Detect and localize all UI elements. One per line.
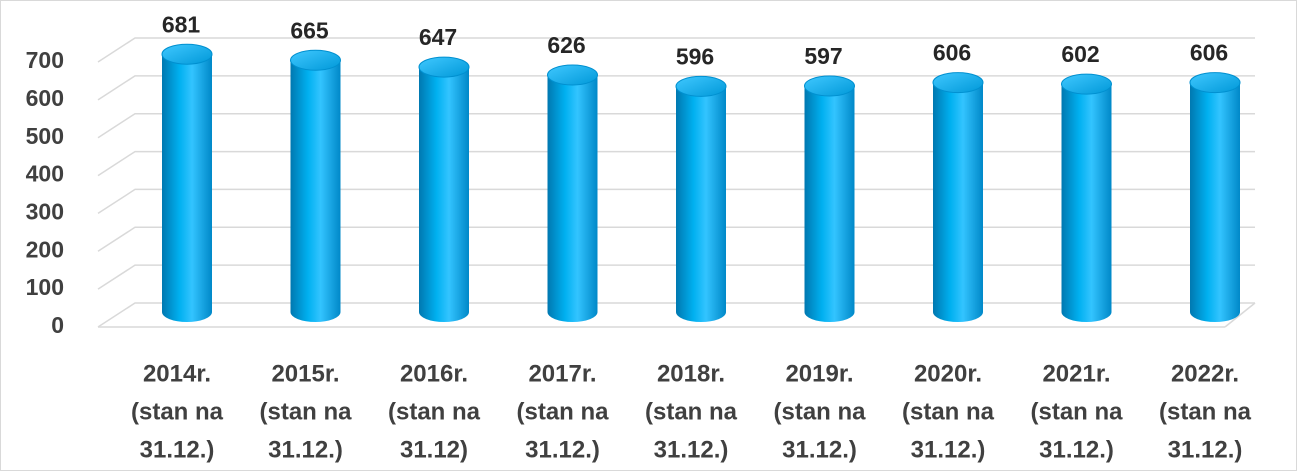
value-label: 602 [1061, 41, 1099, 67]
bar [419, 67, 469, 322]
y-tick-label: 0 [51, 312, 64, 338]
x-tick-label: (stan na [902, 398, 995, 425]
grid-line [97, 75, 1255, 101]
x-tick-label: 31.12.) [911, 436, 986, 463]
x-tick-label: 2016r. [400, 360, 468, 387]
bar-top [161, 43, 213, 65]
bar [547, 75, 598, 322]
grid-line [97, 112, 1255, 139]
bar-top [1061, 73, 1112, 95]
value-label: 665 [290, 17, 329, 43]
y-tick-label: 400 [26, 161, 64, 187]
y-tick-label: 600 [26, 85, 64, 111]
x-tick-label: (stan na [773, 398, 866, 425]
y-tick-label: 700 [26, 47, 64, 73]
x-tick-label: 31.12.) [782, 436, 857, 463]
x-tick-label: 2014r. [143, 360, 211, 387]
x-tick-label: 2022r. [1171, 360, 1239, 387]
value-label: 597 [804, 43, 842, 69]
x-tick-label: (stan na [516, 398, 609, 425]
x-tick-label: 31.12.) [140, 436, 215, 463]
bar-top [932, 72, 984, 94]
x-tick-label: 2021r. [1042, 360, 1110, 387]
value-label: 596 [676, 43, 714, 69]
x-tick-label: 31.12.) [1168, 436, 1243, 463]
x-tick-label: 2019r. [785, 360, 853, 387]
bar [1061, 84, 1112, 322]
bar [804, 85, 855, 322]
y-tick-label: 200 [26, 236, 64, 262]
bar-top [418, 56, 470, 78]
grid-line [97, 302, 1255, 328]
bar-top [804, 75, 855, 97]
grid-line [97, 226, 1255, 252]
bar-top [547, 64, 598, 86]
x-tick-label: 2015r. [271, 360, 339, 387]
x-tick-label: 31.12) [400, 436, 468, 463]
y-tick-label: 300 [26, 199, 64, 225]
y-tick-label: 500 [26, 123, 64, 149]
x-tick-label: 31.12.) [268, 436, 343, 463]
bar-top [675, 75, 727, 97]
x-tick-label: 31.12.) [1039, 436, 1114, 463]
y-tick-label: 100 [26, 274, 64, 300]
value-label: 626 [547, 32, 585, 58]
bar-top [1189, 72, 1241, 94]
x-tick-label: (stan na [645, 398, 738, 425]
value-label: 606 [933, 40, 971, 66]
bar [1190, 82, 1240, 322]
value-label: 681 [162, 11, 201, 37]
bar-top [290, 49, 341, 71]
grid-line [97, 37, 1255, 63]
grid-line [97, 264, 1255, 290]
bar [933, 82, 983, 322]
bar [290, 60, 341, 322]
x-tick-label: 2017r. [528, 360, 596, 387]
floor-edge [1224, 302, 1256, 328]
x-tick-label: 2018r. [657, 360, 725, 387]
x-tick-label: (stan na [388, 398, 481, 425]
value-label: 606 [1190, 40, 1228, 66]
x-tick-label: (stan na [1030, 398, 1123, 425]
x-tick-label: 31.12.) [654, 436, 729, 463]
x-tick-label: (stan na [259, 398, 352, 425]
x-tick-label: (stan na [1159, 398, 1252, 425]
grid-line [97, 188, 1255, 215]
bar [162, 54, 212, 322]
bar [676, 86, 726, 322]
value-label: 647 [419, 24, 457, 50]
x-tick-label: 31.12.) [525, 436, 600, 463]
grid-line [97, 150, 1255, 177]
x-tick-label: (stan na [131, 398, 224, 425]
x-tick-label: 2020r. [914, 360, 982, 387]
